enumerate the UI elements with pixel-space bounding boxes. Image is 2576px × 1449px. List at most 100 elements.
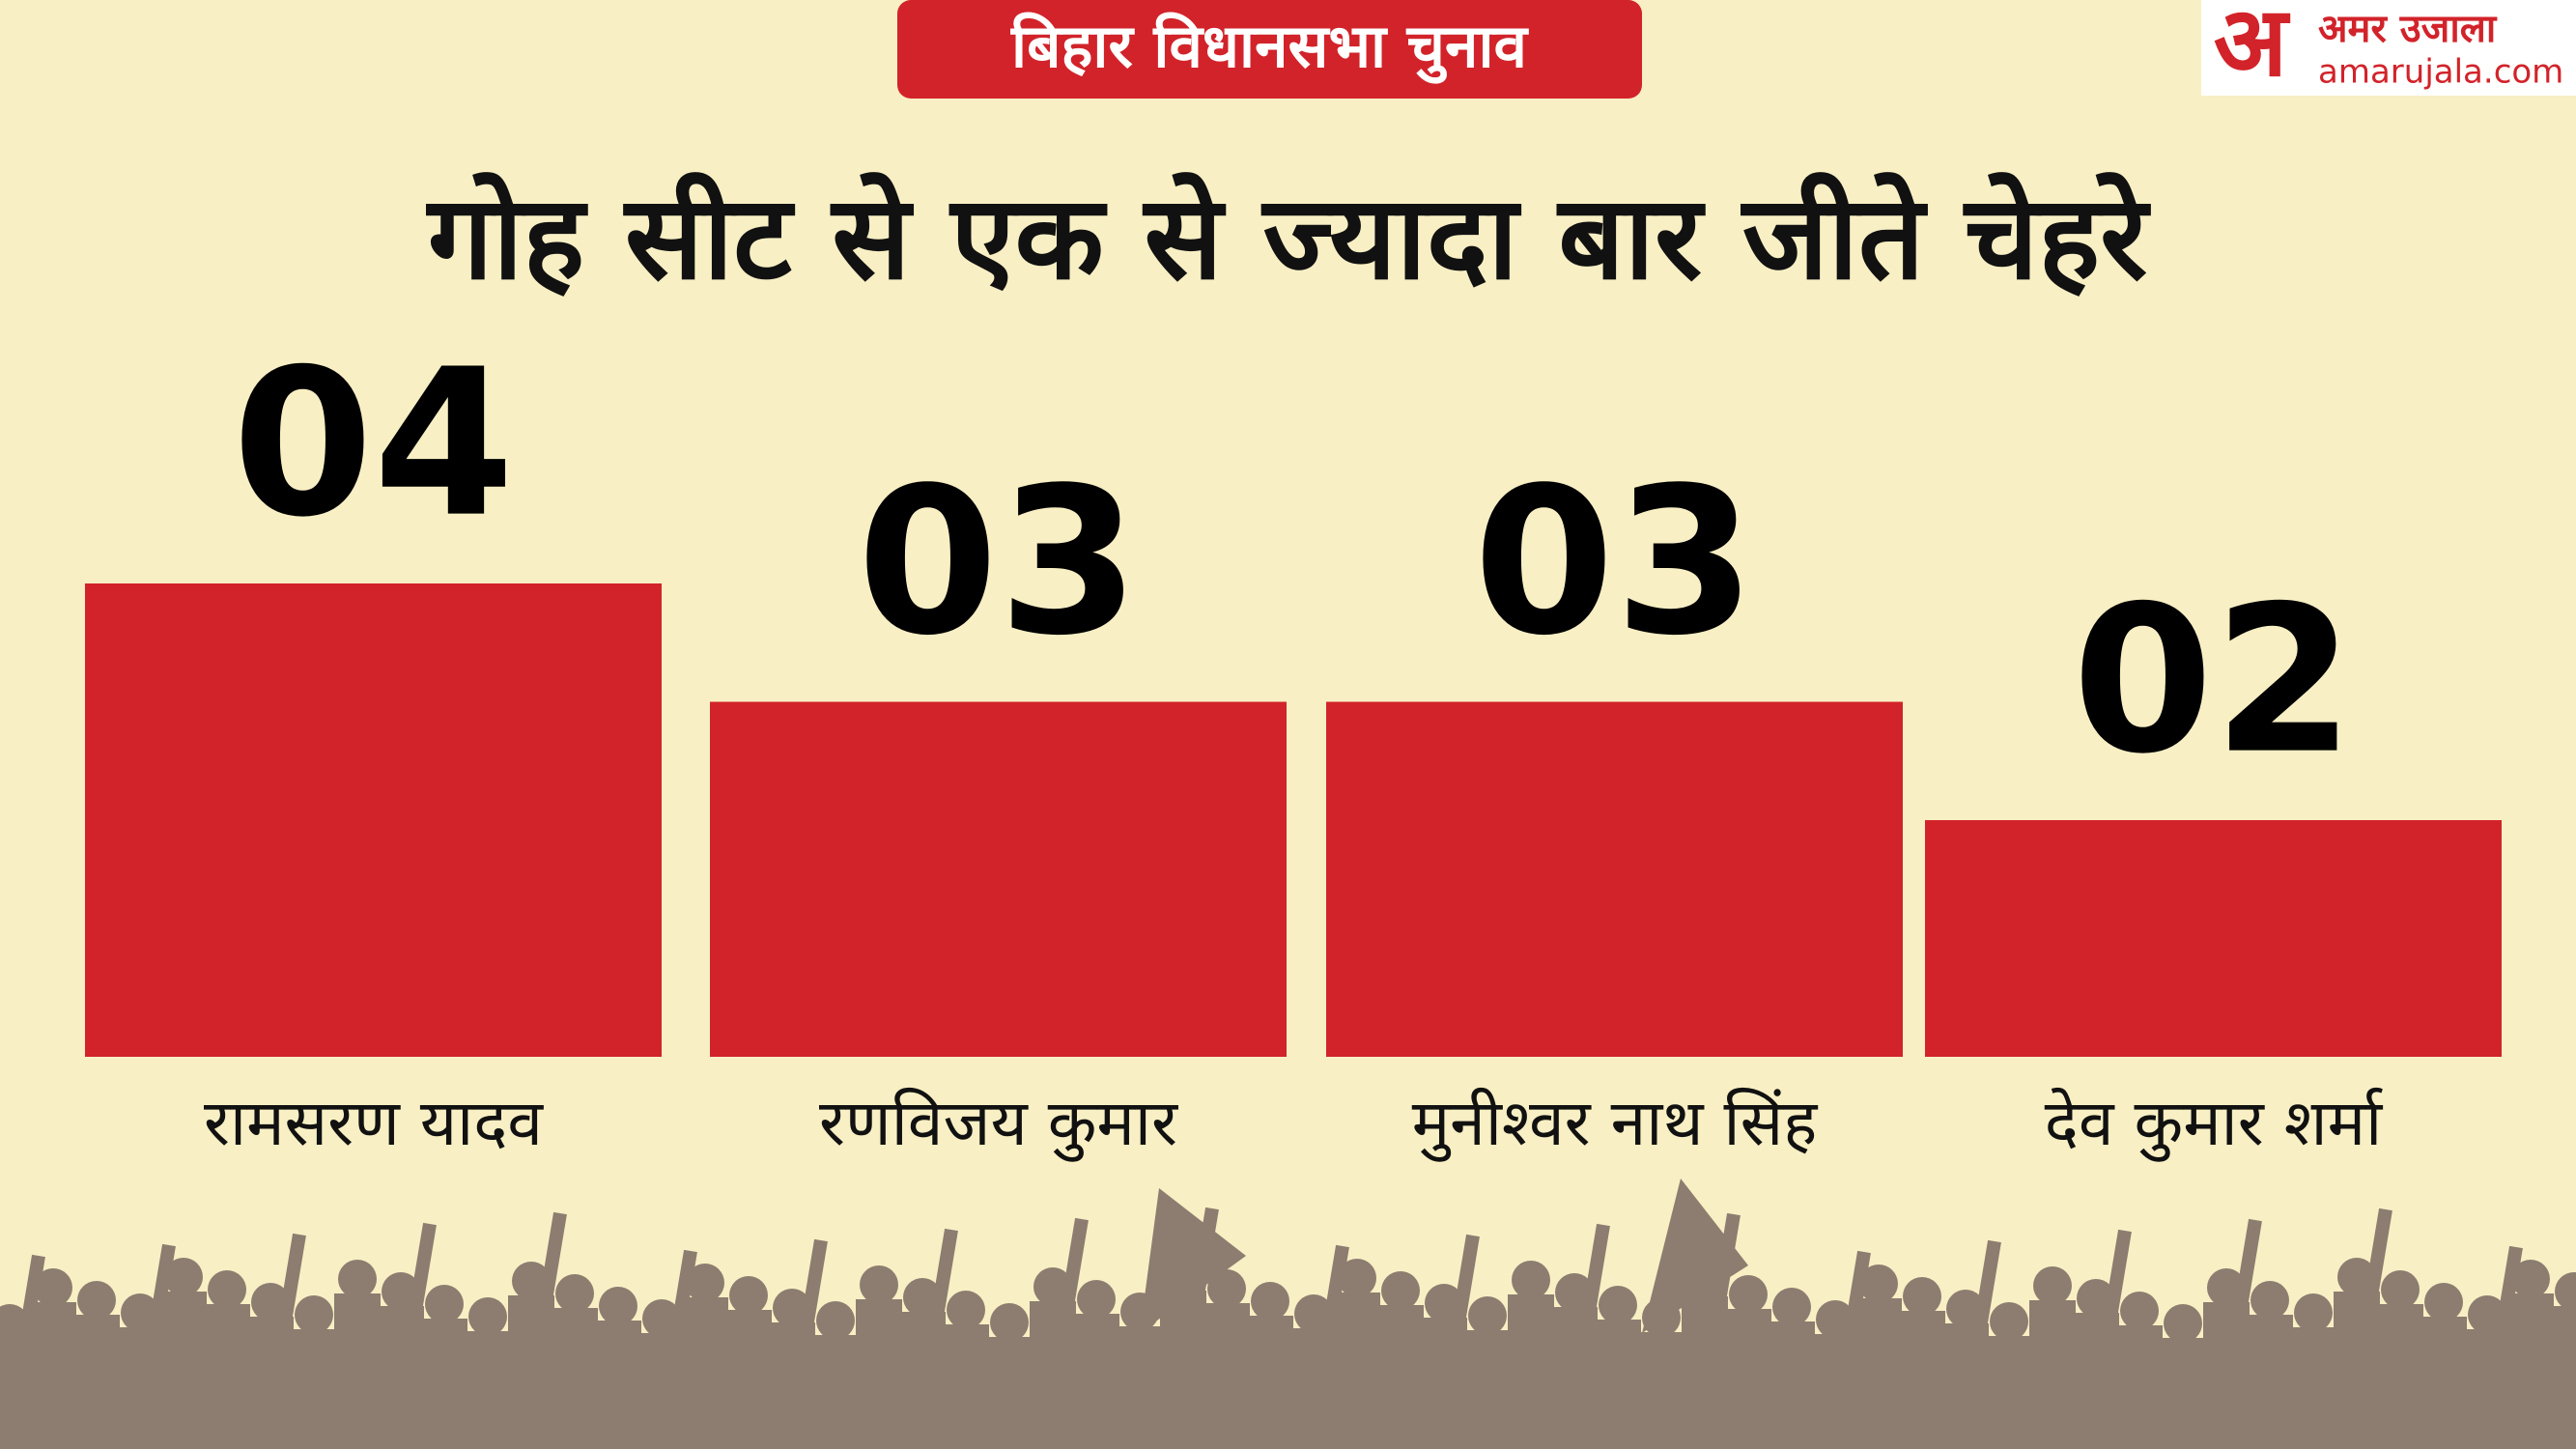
crowd-body — [30, 1302, 76, 1449]
crowd-body — [1160, 1291, 1206, 1449]
crowd-body — [1551, 1307, 1598, 1449]
crowd-head — [2294, 1293, 2333, 1332]
crowd-arm — [278, 1233, 306, 1323]
crowd-body — [812, 1335, 859, 1449]
crowd-arm — [1973, 1239, 2001, 1330]
crowd-body — [421, 1319, 467, 1449]
crowd-arm — [2495, 1245, 2523, 1336]
value-label: 03 — [857, 443, 1139, 680]
crowd-body — [1073, 1314, 1119, 1449]
crowd-body — [1769, 1321, 1815, 1449]
bar — [1326, 701, 1903, 1057]
crowd-head — [1772, 1288, 1811, 1326]
crowd-body — [1377, 1305, 1424, 1449]
crowd-body — [334, 1293, 381, 1449]
crowd-body — [2420, 1317, 2467, 1449]
crowd-arm — [669, 1249, 697, 1340]
kicker-badge — [897, 0, 1642, 99]
crowd-head — [1338, 1259, 1376, 1297]
crowd-body — [465, 1331, 511, 1449]
crowd-head — [1381, 1271, 1420, 1310]
crowd-head — [77, 1281, 116, 1320]
category-label: रणविजय कुमार — [819, 1086, 1178, 1162]
crowd-arm — [1843, 1250, 1871, 1341]
crowd-head — [1599, 1286, 1637, 1324]
crowd-head — [2555, 1272, 2576, 1311]
crowd-head — [860, 1265, 898, 1304]
crowd-arm — [2104, 1229, 2132, 1320]
crowd-body — [1942, 1323, 1989, 1449]
crowd-arm — [539, 1211, 567, 1302]
crowd-head — [1903, 1277, 1941, 1316]
crowd-head — [1207, 1269, 1246, 1308]
crowd-head — [1468, 1296, 1507, 1335]
crowd-body — [682, 1297, 728, 1449]
crowd-body — [1682, 1296, 1728, 1449]
category-label: मुनीश्वर नाथ सिंह — [1412, 1086, 1818, 1162]
crowd-body — [1203, 1303, 1250, 1449]
crowd-body — [291, 1329, 337, 1449]
crowd-arm — [1321, 1244, 1349, 1335]
crowd-body — [2029, 1300, 2076, 1449]
crowd-head — [468, 1297, 507, 1336]
bar — [85, 583, 662, 1057]
crowd-body — [1247, 1316, 1293, 1449]
crowd-arm — [800, 1238, 828, 1329]
crowd-head — [295, 1295, 333, 1334]
crowd-body — [2334, 1292, 2380, 1449]
crowd-head — [1251, 1282, 1289, 1321]
crowd-head — [686, 1264, 724, 1302]
crowd-body — [856, 1299, 902, 1449]
crowd-body — [2160, 1338, 2206, 1449]
crowd-body — [2290, 1327, 2336, 1449]
crowd-body — [1464, 1330, 1511, 1449]
crowd-arm — [930, 1228, 958, 1319]
crowd-arm — [1061, 1217, 1089, 1308]
logo-site: amarujala.com — [2318, 53, 2563, 92]
crowd-head — [2381, 1270, 2420, 1309]
crowd-body — [160, 1292, 207, 1449]
crowd-body — [2377, 1304, 2423, 1449]
crowd-body — [943, 1324, 989, 1449]
crowd-body — [1030, 1301, 1076, 1449]
crowd-flag — [1140, 1188, 1246, 1333]
crowd-body — [1595, 1320, 1641, 1449]
crowd-silhouette — [0, 1179, 2576, 1449]
logo-letter: अ — [2214, 0, 2291, 98]
crowd-body — [508, 1295, 554, 1449]
crowd-body — [2464, 1329, 2510, 1449]
crowd-body — [1290, 1328, 1337, 1449]
crowd-body — [1725, 1309, 1771, 1449]
crowd-body — [2551, 1306, 2576, 1449]
category-label: रामसरण यादव — [204, 1086, 544, 1160]
logo-box — [2201, 0, 2576, 96]
crowd-body — [1117, 1326, 1163, 1449]
crowd-body — [1508, 1294, 1554, 1449]
crowd-head — [2424, 1283, 2463, 1321]
crowd-body — [1334, 1293, 1380, 1449]
crowd-head — [338, 1260, 377, 1298]
crowd-body — [2116, 1325, 2163, 1449]
crowd-head — [1729, 1275, 1768, 1314]
chart-title: गोह सीट से एक से ज्यादा बार जीते चेहरे — [426, 172, 2151, 306]
crowd-head — [2250, 1281, 2289, 1320]
crowd-head — [816, 1301, 855, 1340]
crowd-body — [2507, 1293, 2554, 1449]
crowd-head — [2164, 1304, 2202, 1343]
crowd-body — [769, 1322, 815, 1449]
crowd-body — [552, 1308, 598, 1449]
crowd-head — [164, 1258, 203, 1296]
crowd-head — [1859, 1264, 1898, 1303]
crowd-body — [1812, 1334, 1858, 1449]
crowd-head — [729, 1276, 768, 1315]
crowd-head — [208, 1270, 246, 1309]
crowd-body — [725, 1310, 772, 1449]
crowd-body — [204, 1304, 250, 1449]
crowd-head — [1077, 1280, 1116, 1319]
crowd-head — [2033, 1266, 2072, 1305]
crowd-head — [2120, 1292, 2159, 1330]
bar — [1925, 820, 2502, 1057]
crowd-body — [1421, 1318, 1467, 1449]
kicker: बिहार विधानसभा चुनाव — [1010, 11, 1529, 84]
